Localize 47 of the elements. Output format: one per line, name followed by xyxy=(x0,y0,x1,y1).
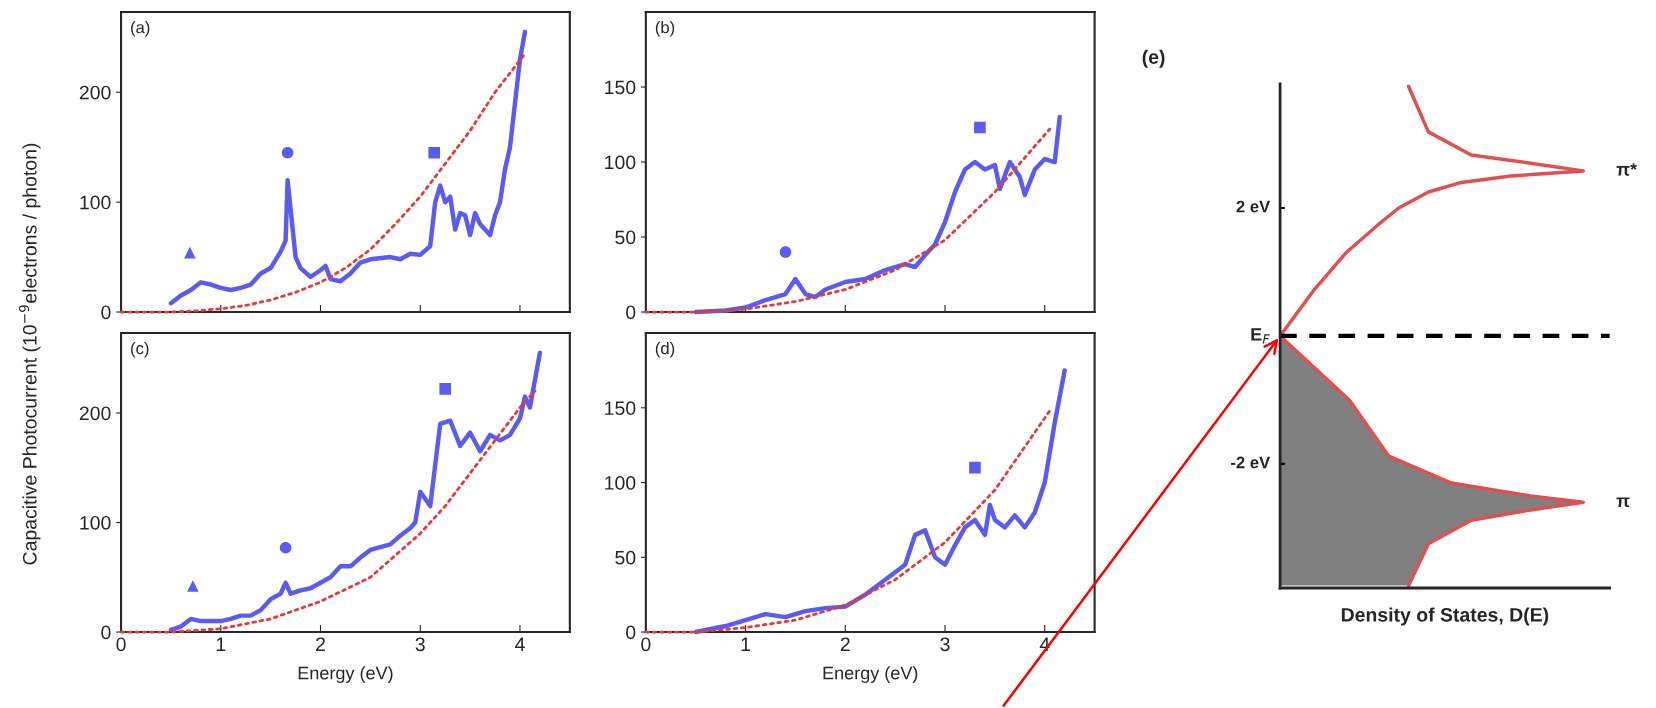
text: (c) xyxy=(131,342,149,358)
point xyxy=(439,383,451,395)
text: Density of States, D(E) xyxy=(1341,607,1549,626)
y-tick-label: 100 xyxy=(80,515,111,530)
text: -2 eV xyxy=(1231,456,1271,469)
text: (d) xyxy=(655,342,675,358)
y-tick-label: 150 xyxy=(605,80,636,95)
y-tick-label: 150 xyxy=(605,401,636,416)
x-tick-label: 0 xyxy=(641,637,651,652)
y-tick-label: 50 xyxy=(615,550,636,565)
line-series xyxy=(119,52,527,314)
y-tick-label: 100 xyxy=(605,476,636,490)
line-series xyxy=(644,127,1052,314)
line-series xyxy=(168,29,528,306)
x-tick-label: 2 xyxy=(840,637,850,651)
x-tick-label: 0 xyxy=(116,637,126,652)
x-tick-label: 2 xyxy=(316,637,325,651)
x-tick-label: 3 xyxy=(415,637,425,652)
point xyxy=(279,541,292,554)
y-tick-label: 100 xyxy=(80,195,111,210)
x-axis-title: Energy (eV) xyxy=(298,666,393,683)
x-tick-label: 1 xyxy=(216,637,226,651)
text: π xyxy=(1616,497,1630,508)
text: π* xyxy=(1616,163,1638,176)
line-series xyxy=(119,389,537,634)
text: (e) xyxy=(1142,49,1165,68)
y-tick-label: 200 xyxy=(79,85,111,100)
y-tick-label: 50 xyxy=(615,230,636,245)
line-series xyxy=(168,350,543,633)
x-tick-label: 1 xyxy=(741,637,751,651)
line-series xyxy=(644,409,1052,634)
y-tick-label: 200 xyxy=(79,406,111,421)
text: (b) xyxy=(655,21,675,37)
text: 2 eV xyxy=(1236,200,1271,213)
text: E$_{F}$ xyxy=(1251,328,1270,344)
x-tick-label: 4 xyxy=(515,637,525,651)
y-axis-title: Capacitive Photocurrent (10$^{−9}$electrons / photon) xyxy=(18,143,41,565)
x-tick-label: 3 xyxy=(940,637,950,652)
text: (a) xyxy=(131,21,150,37)
y-tick-label: 0 xyxy=(101,625,111,640)
x-axis-title: Energy (eV) xyxy=(823,666,918,683)
y-tick-label: 100 xyxy=(605,155,636,170)
y-tick-label: 0 xyxy=(626,625,636,640)
line-series xyxy=(693,368,1067,635)
y-tick-label: 0 xyxy=(626,305,636,320)
y-tick-label: 0 xyxy=(101,305,111,320)
point xyxy=(187,580,199,592)
